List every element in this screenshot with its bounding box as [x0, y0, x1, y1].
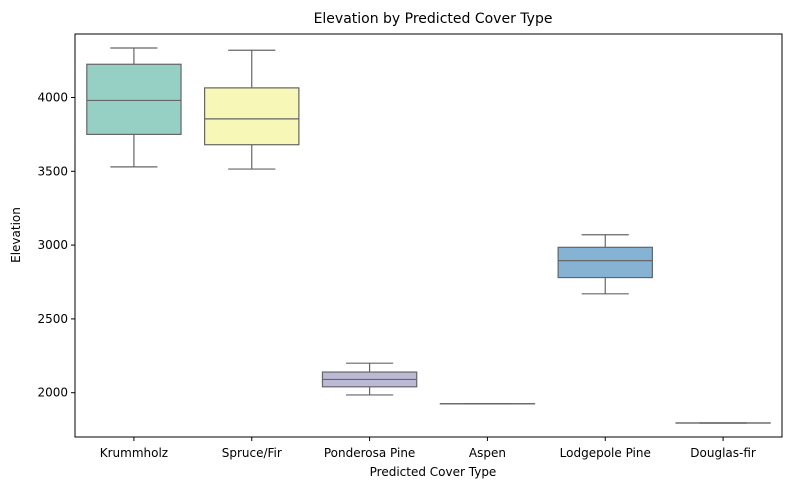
box-body — [558, 247, 652, 277]
plot-area — [87, 48, 770, 423]
x-tick-label: Lodgepole Pine — [560, 446, 651, 460]
y-tick-label: 2000 — [37, 386, 68, 400]
x-tick-label: Ponderosa Pine — [324, 446, 415, 460]
chart-title: Elevation by Predicted Cover Type — [314, 11, 553, 27]
y-tick-label: 2500 — [37, 312, 68, 326]
y-tick-label: 3500 — [37, 164, 68, 178]
box-body — [205, 88, 299, 145]
box-body — [87, 64, 181, 134]
x-axis-label: Predicted Cover Type — [370, 465, 497, 479]
box-1 — [205, 50, 299, 169]
x-tick-label: Krummholz — [100, 446, 168, 460]
box-0 — [87, 48, 181, 167]
y-tick-label: 3000 — [37, 238, 68, 252]
y-tick-label: 4000 — [37, 90, 68, 104]
x-tick-label: Aspen — [469, 446, 506, 460]
y-axis-label: Elevation — [9, 207, 23, 263]
x-tick-label: Douglas-fir — [690, 446, 756, 460]
x-tick-label: Spruce/Fir — [222, 446, 282, 460]
box-2 — [322, 363, 416, 395]
box-4 — [558, 235, 652, 294]
